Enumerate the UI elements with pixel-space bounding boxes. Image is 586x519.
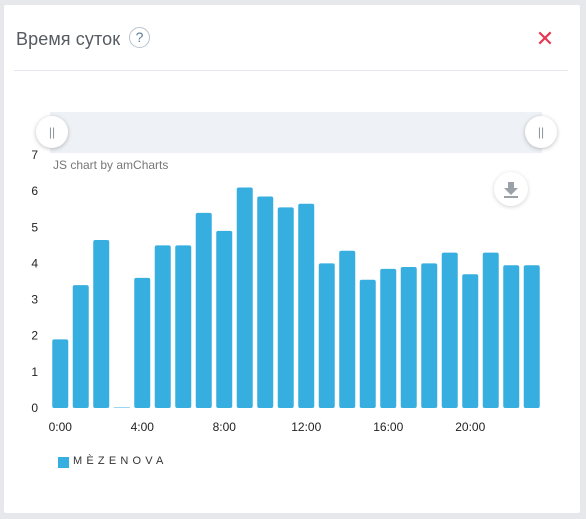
bar[interactable]: [277, 207, 294, 408]
divider: [14, 70, 568, 71]
y-tick-label: 0: [31, 401, 38, 415]
bar[interactable]: [93, 239, 110, 408]
y-tick-label: 5: [31, 220, 38, 234]
bar[interactable]: [400, 267, 417, 408]
bar[interactable]: [52, 339, 69, 408]
y-tick-label: 4: [31, 256, 38, 270]
bar[interactable]: [72, 285, 89, 408]
x-tick-label: 4:00: [131, 420, 155, 434]
bar[interactable]: [236, 187, 253, 408]
bar[interactable]: [523, 265, 540, 408]
bar[interactable]: [216, 230, 233, 408]
y-tick-label: 7: [31, 148, 38, 162]
bar[interactable]: [257, 196, 274, 408]
bar[interactable]: [339, 250, 356, 408]
bar[interactable]: [113, 407, 130, 409]
x-tick-label: 0:00: [49, 420, 73, 434]
bar[interactable]: [503, 265, 520, 408]
x-tick-label: 20:00: [455, 420, 485, 434]
x-tick-label: 16:00: [373, 420, 403, 434]
page-title: Время суток: [16, 29, 121, 49]
chart-scrollbar[interactable]: [50, 112, 542, 153]
bar[interactable]: [175, 245, 192, 408]
y-tick-label: 6: [31, 184, 38, 198]
y-tick-label: 1: [31, 365, 38, 379]
scrollbar-start-grip[interactable]: ||: [36, 116, 68, 148]
x-tick-label: 8:00: [213, 420, 237, 434]
y-tick-label: 2: [31, 329, 38, 343]
bar[interactable]: [154, 245, 171, 408]
bar[interactable]: [134, 277, 151, 408]
legend-swatch[interactable]: [58, 457, 69, 468]
bar[interactable]: [318, 263, 335, 408]
y-tick-label: 3: [31, 293, 38, 307]
bar[interactable]: [421, 263, 438, 408]
help-icon[interactable]: ?: [129, 27, 150, 48]
bar[interactable]: [380, 268, 397, 408]
bar[interactable]: [441, 252, 458, 408]
scrollbar-end-grip[interactable]: ||: [525, 116, 557, 148]
x-tick-label: 12:00: [291, 420, 321, 434]
bar[interactable]: [359, 279, 376, 408]
legend-label[interactable]: MÈZENOVA: [73, 455, 168, 467]
chart-credit: JS chart by amCharts: [53, 158, 169, 172]
bar[interactable]: [482, 252, 499, 408]
bar[interactable]: [298, 203, 315, 408]
download-icon: [504, 182, 518, 198]
bar[interactable]: [462, 274, 479, 408]
close-icon[interactable]: ✕: [535, 26, 555, 51]
export-button[interactable]: [494, 172, 528, 206]
bar[interactable]: [195, 212, 212, 408]
